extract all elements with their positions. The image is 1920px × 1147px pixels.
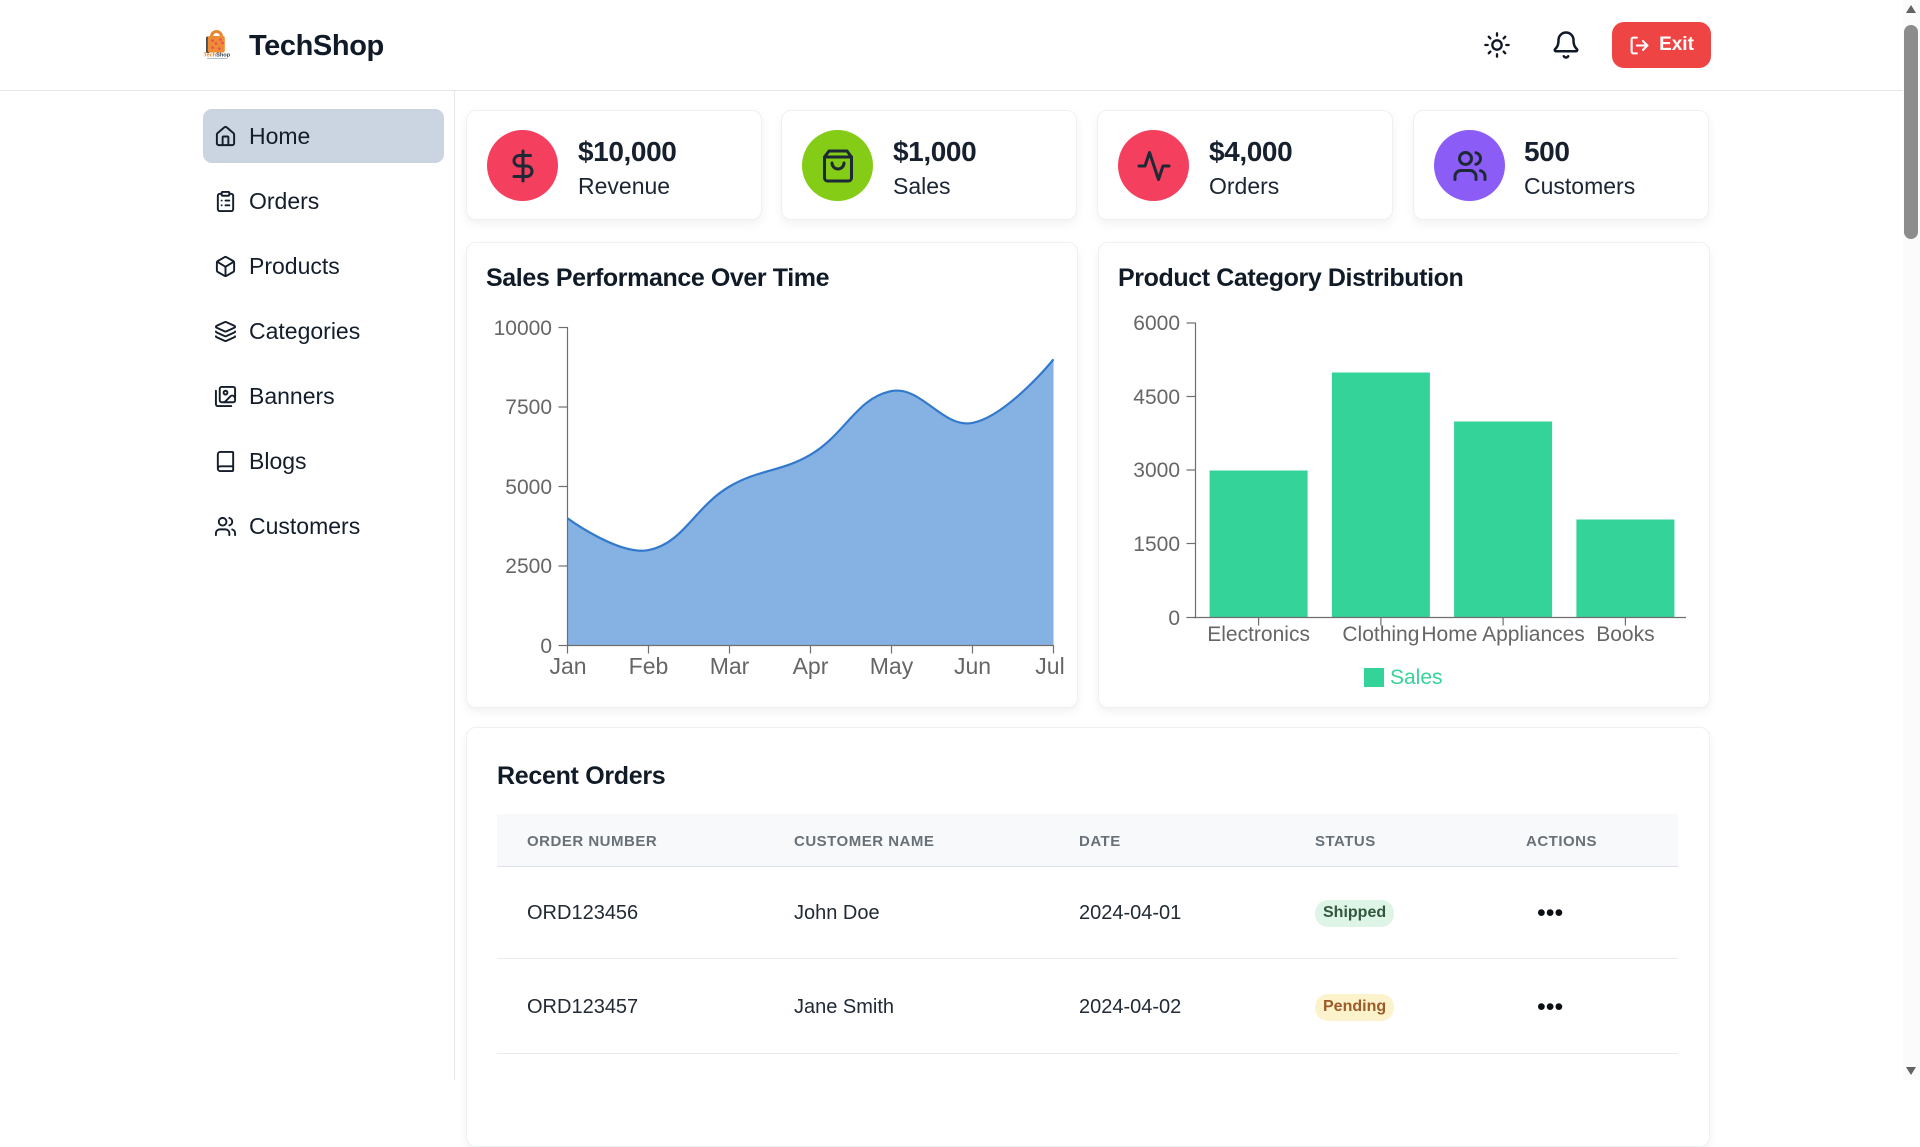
svg-text:4500: 4500 — [1133, 386, 1180, 409]
svg-text:10000: 10000 — [494, 317, 552, 340]
svg-text:Home Appliances: Home Appliances — [1421, 623, 1584, 646]
svg-text:Electronics: Electronics — [1207, 623, 1310, 646]
svg-text:Clothing: Clothing — [1342, 623, 1419, 646]
svg-text:Apr: Apr — [793, 653, 829, 679]
svg-text:Jun: Jun — [954, 653, 991, 679]
svg-text:6000: 6000 — [1133, 312, 1180, 335]
svg-text:5000: 5000 — [505, 476, 552, 499]
svg-text:Mar: Mar — [710, 653, 750, 679]
svg-text:3000: 3000 — [1133, 459, 1180, 482]
svg-text:Jan: Jan — [549, 653, 586, 679]
svg-text:Books: Books — [1596, 623, 1654, 646]
svg-text:2500: 2500 — [505, 555, 552, 578]
svg-text:TechShop: TechShop — [204, 53, 231, 59]
svg-text:0: 0 — [1168, 607, 1180, 630]
svg-text:Jul: Jul — [1035, 653, 1064, 679]
svg-text:Feb: Feb — [629, 653, 669, 679]
svg-text:0: 0 — [540, 635, 552, 658]
svg-text:1500: 1500 — [1133, 533, 1180, 556]
svg-text:Sales: Sales — [1390, 666, 1443, 689]
svg-text:May: May — [870, 653, 914, 679]
svg-text:7500: 7500 — [505, 396, 552, 419]
